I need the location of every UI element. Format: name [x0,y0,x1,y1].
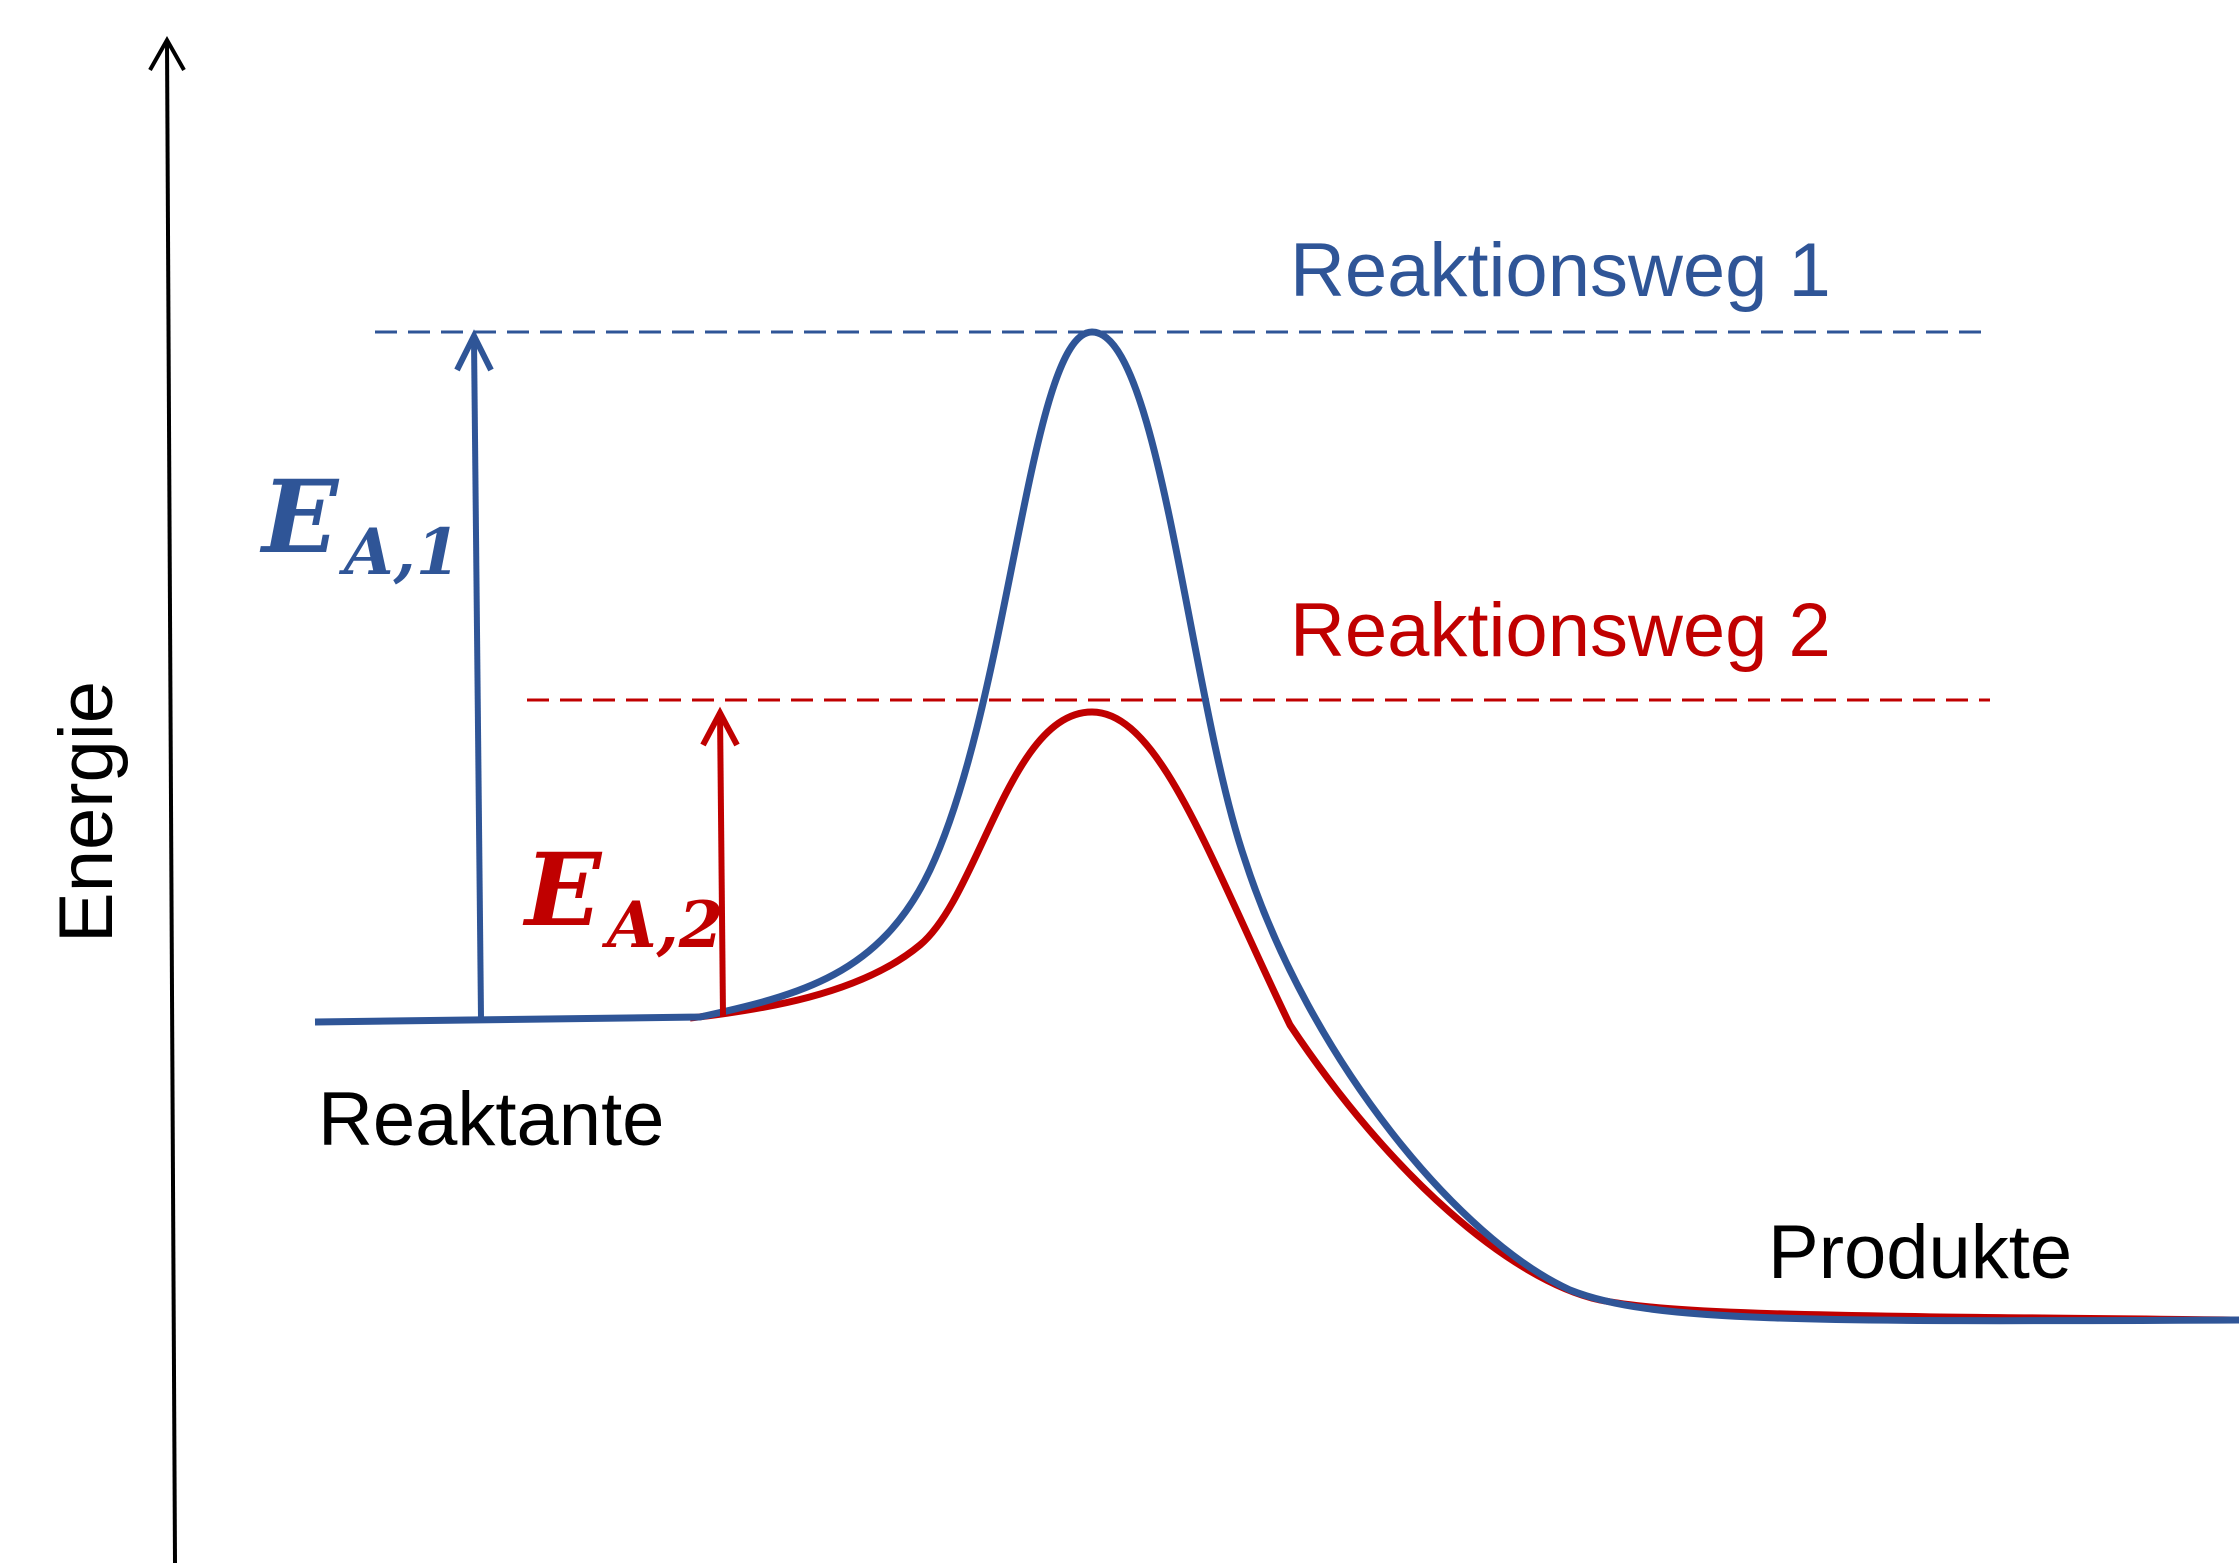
activation-energy-2-symbol: E [522,831,603,949]
activation-energy-2-subscript: A,2 [602,888,723,963]
pathway-2-label: Reaktionsweg 2 [1290,588,1831,673]
energy-axis-label: Energie [44,681,129,943]
activation-energy-1-subscript: A,1 [339,515,460,590]
activation-energy-1-arrowhead [454,329,494,372]
pathway-1-label: Reaktionsweg 1 [1290,228,1831,313]
activation-energy-2-shaft [717,711,726,1017]
products-label: Produkte [1768,1210,2072,1295]
energy-axis-arrowhead [148,35,186,71]
activation-energy-1-shaft [471,339,484,1019]
activation-energy-2-label: E A,2 [522,831,723,963]
activation-energy-1-arrow [454,329,494,1019]
energy-axis-line [165,41,177,1563]
reactants-label: Reaktante [318,1077,664,1162]
activation-energy-1-label: E A,1 [259,458,460,590]
pathway-1-curve [314,328,2239,1325]
energy-axis [148,35,186,1563]
activation-energy-1-symbol: E [259,458,340,576]
activation-energy-2-arrowhead [700,706,740,747]
activation-energy-2-arrow [700,706,740,1017]
